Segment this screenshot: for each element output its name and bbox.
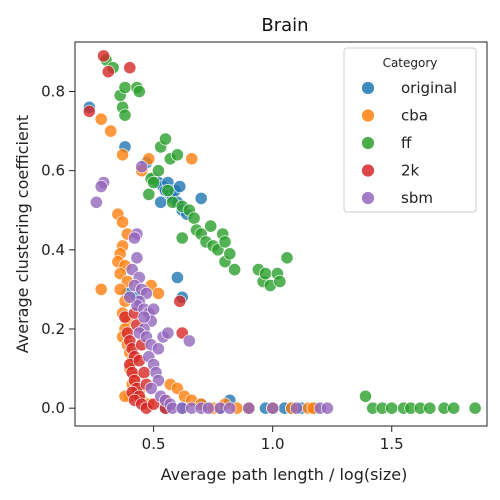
- point-ff-11: [158, 132, 173, 146]
- y-tick-label-0: 0.0: [41, 399, 65, 417]
- legend-marker-2k: [361, 163, 375, 178]
- point-cba-5: [185, 152, 199, 166]
- point-cba-0: [94, 112, 108, 126]
- legend-title: Category: [383, 56, 438, 70]
- legend: Category original cba ff 2k sbm: [343, 47, 477, 213]
- point-ff-43: [385, 401, 399, 415]
- point-ff-13: [170, 148, 184, 162]
- point-ff-39: [280, 251, 294, 265]
- x-tick-label-2: 1.5: [380, 435, 404, 453]
- legend-label-sbm: sbm: [401, 189, 433, 207]
- point-cba-15: [113, 282, 127, 296]
- point-sbm-47: [137, 310, 151, 324]
- y-tick-label-4: 0.8: [41, 82, 65, 100]
- point-ff-38: [273, 274, 287, 289]
- point-sbm-42: [266, 401, 280, 415]
- point-ff-47: [423, 401, 437, 415]
- point-ff-7: [118, 108, 132, 122]
- point-ff-9: [151, 164, 165, 178]
- point-ff-28: [218, 235, 232, 249]
- x-axis: 0.5 1.0 1.5: [142, 426, 404, 453]
- point-sbm-43: [289, 401, 304, 415]
- legend-marker-sbm: [361, 191, 375, 205]
- point-sbm-45: [320, 401, 334, 415]
- point-ff-16: [161, 183, 175, 198]
- point-ff-32: [175, 231, 189, 245]
- legend-items: original cba ff 2k sbm: [361, 79, 457, 207]
- point-ff-24: [204, 219, 218, 233]
- point-2k-1: [101, 65, 115, 79]
- chart-title: Brain: [261, 15, 308, 36]
- legend-label-2k: 2k: [401, 162, 420, 180]
- point-ff-30: [223, 247, 237, 261]
- point-ff-3: [118, 80, 132, 95]
- point-ff-31: [228, 262, 242, 277]
- point-ff-5: [132, 84, 146, 99]
- point-sbm-6: [130, 251, 144, 265]
- point-2k-2: [123, 61, 137, 75]
- legend-label-cba: cba: [401, 107, 428, 125]
- point-cba-7: [116, 215, 130, 229]
- point-original-16: [194, 191, 208, 205]
- point-cba-1: [104, 124, 118, 138]
- point-sbm-1: [94, 179, 108, 194]
- legend-marker-cba: [361, 108, 375, 123]
- point-sbm-38: [201, 401, 215, 415]
- y-tick-label-3: 0.6: [41, 162, 65, 180]
- legend-label-ff: ff: [401, 134, 412, 152]
- point-original-13: [154, 195, 168, 209]
- point-2k-3: [82, 104, 96, 118]
- point-2k-0: [97, 49, 111, 63]
- point-ff-50: [468, 401, 482, 415]
- point-original-17: [170, 270, 184, 285]
- y-tick-label-2: 0.4: [41, 241, 65, 259]
- plot-frame: [74, 41, 488, 427]
- point-sbm-3: [135, 160, 149, 174]
- legend-label-original: original: [401, 79, 457, 97]
- point-sbm-5: [127, 231, 142, 245]
- point-ff-40: [358, 389, 373, 403]
- point-sbm-24: [182, 334, 196, 348]
- point-sbm-23: [161, 326, 175, 340]
- y-tick-label-1: 0.2: [41, 320, 65, 338]
- point-sbm-30: [144, 381, 158, 395]
- point-original-12: [173, 179, 187, 194]
- points-layer: [82, 49, 482, 415]
- point-sbm-25: [151, 342, 165, 356]
- x-axis-label: Average path length / log(size): [161, 465, 408, 484]
- point-2k-25: [173, 294, 187, 308]
- legend-marker-original: [361, 81, 375, 95]
- point-ff-20: [187, 211, 201, 225]
- legend-marker-ff: [361, 136, 375, 150]
- point-sbm-41: [242, 401, 256, 415]
- point-ff-49: [447, 401, 461, 415]
- y-axis-label: Average clustering coefficient: [13, 115, 32, 353]
- point-ff-35: [258, 266, 273, 281]
- point-sbm-2: [89, 195, 104, 209]
- y-axis: 0.0 0.2 0.4 0.6 0.8: [41, 82, 75, 417]
- x-tick-label-1: 1.0: [261, 435, 285, 453]
- point-cba-16: [94, 282, 108, 296]
- x-tick-label-0: 0.5: [142, 435, 166, 453]
- point-sbm-40: [223, 401, 237, 415]
- point-ff-14: [142, 187, 156, 201]
- point-ff-15: [147, 175, 161, 190]
- point-cba-2: [116, 148, 130, 162]
- point-sbm-46: [123, 290, 137, 304]
- legend-box: [343, 47, 477, 213]
- point-cba-48: [151, 286, 165, 300]
